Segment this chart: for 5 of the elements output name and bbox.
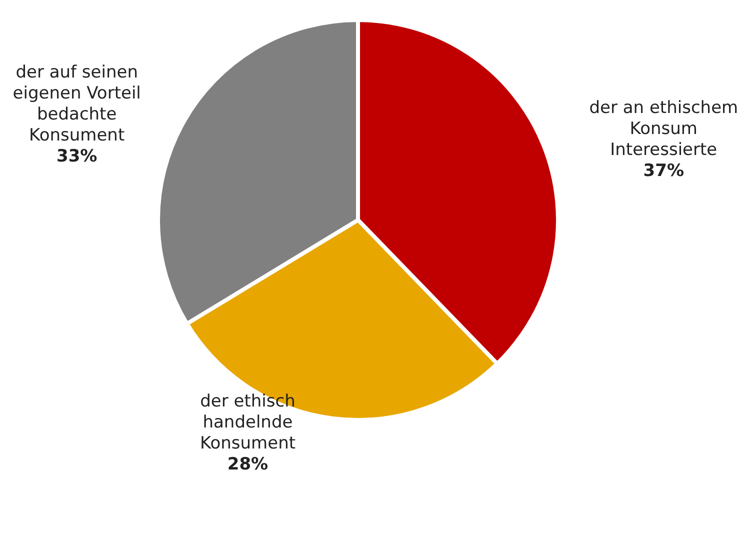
slice-label: der auf seinen eigenen Vorteil bedachte Konsument <box>12 62 141 146</box>
data-label: 28% <box>227 454 268 475</box>
slice-label: der an ethischem Konsum Interessierte <box>589 98 738 160</box>
data-label: 37% <box>643 160 684 181</box>
data-label: 33% <box>56 146 98 166</box>
